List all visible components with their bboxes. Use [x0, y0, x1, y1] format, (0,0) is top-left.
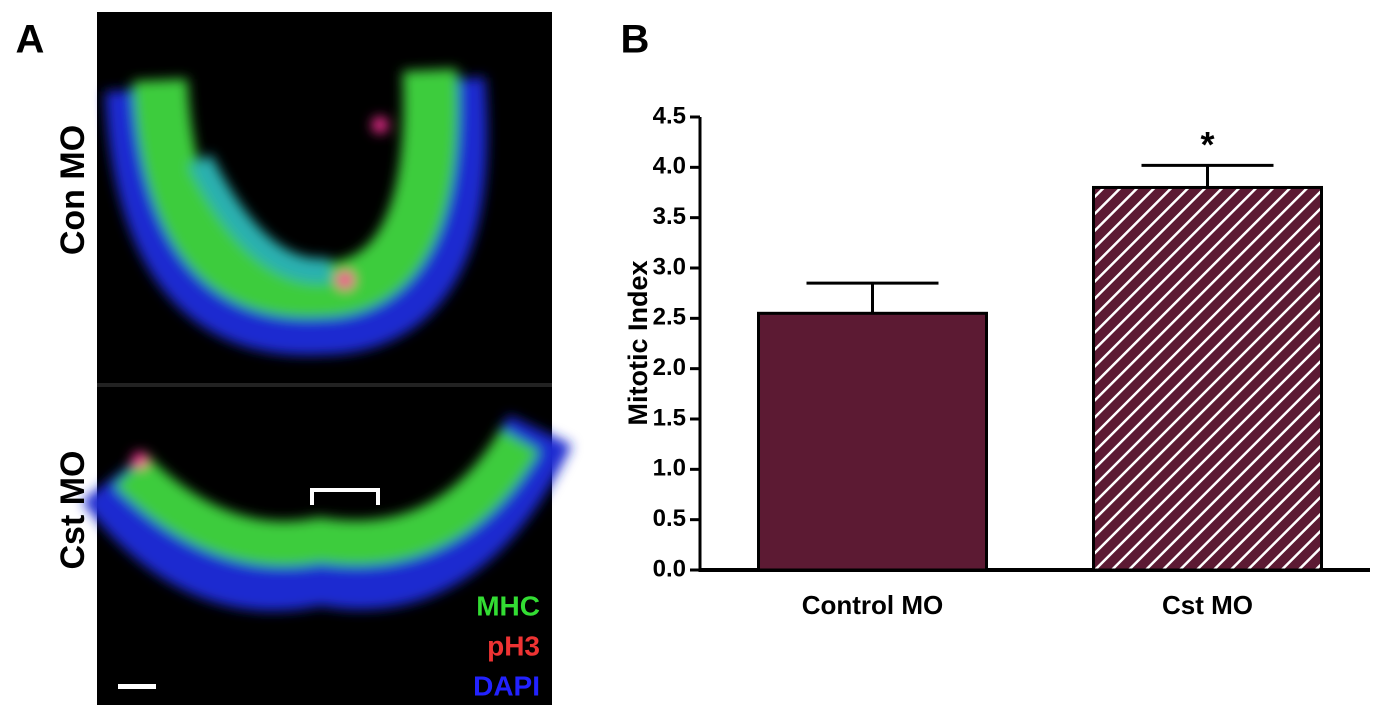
y-tick-label: 1.0	[653, 455, 686, 482]
y-axis-label: Mitotic Index	[623, 260, 653, 425]
row-label: Cst MO	[54, 451, 92, 570]
y-tick-label: 0.0	[653, 555, 686, 582]
stain-label: DAPI	[473, 670, 540, 701]
stain-label: MHC	[476, 590, 540, 621]
y-tick-label: 2.5	[653, 304, 686, 331]
y-tick-label: 3.5	[653, 203, 686, 230]
row-label: Con MO	[54, 125, 92, 255]
y-tick-label: 3.0	[653, 253, 686, 280]
micrograph	[82, 12, 572, 705]
y-tick-label: 4.0	[653, 153, 686, 180]
y-tick-label: 2.0	[653, 354, 686, 381]
x-tick-label: Control MO	[802, 590, 944, 620]
x-tick-label: Cst MO	[1162, 590, 1253, 620]
annotation: *	[1200, 124, 1214, 165]
panel-label: A	[16, 18, 45, 62]
stain-label: pH3	[487, 630, 540, 661]
bar	[757, 311, 988, 572]
y-tick-label: 1.5	[653, 404, 686, 431]
y-tick-label: 4.5	[653, 102, 686, 129]
y-tick-label: 0.5	[653, 505, 686, 532]
panel-label: B	[621, 18, 650, 62]
bar	[1092, 185, 1323, 572]
